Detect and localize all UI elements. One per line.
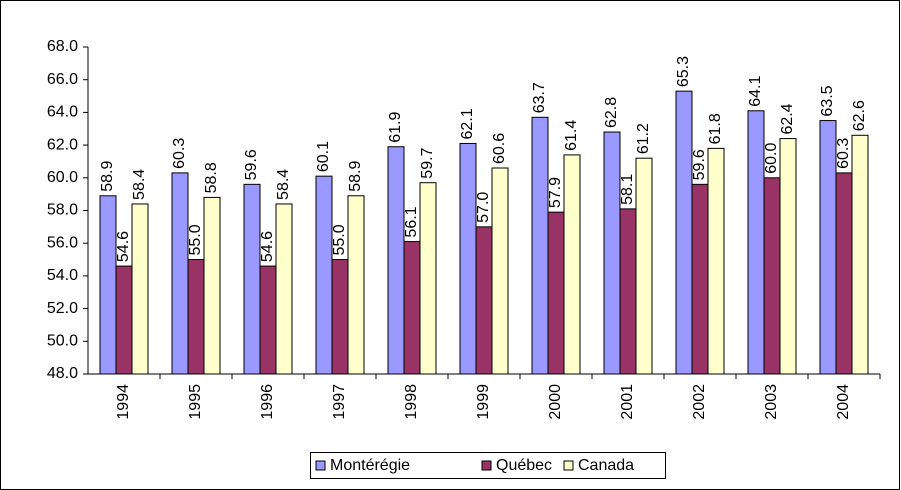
- data-label: 58.4: [275, 169, 292, 200]
- data-label: 61.9: [387, 111, 404, 142]
- bar: [243, 183, 261, 375]
- data-label: 58.9: [347, 161, 364, 192]
- bar: [203, 196, 221, 375]
- bar: [635, 157, 653, 375]
- data-label: 62.4: [779, 103, 796, 134]
- data-label: 58.1: [619, 174, 636, 205]
- legend-label: Montérégie: [330, 457, 410, 474]
- bar: [115, 265, 133, 375]
- data-label: 60.0: [763, 143, 780, 174]
- bar: [171, 172, 189, 375]
- bar: [491, 167, 509, 375]
- bar: [747, 110, 765, 375]
- data-label: 58.9: [99, 161, 116, 192]
- y-tick-label: 56.0: [47, 234, 78, 251]
- data-label: 55.0: [331, 224, 348, 255]
- bar: [707, 147, 725, 375]
- y-tick-label: 52.0: [47, 300, 78, 317]
- data-label: 60.6: [491, 133, 508, 164]
- legend-swatch: [481, 460, 492, 471]
- legend-swatch: [563, 460, 574, 471]
- bar: [547, 211, 565, 375]
- bar: [315, 175, 333, 375]
- bar: [275, 203, 293, 375]
- data-label: 54.6: [259, 231, 276, 262]
- data-label: 62.8: [603, 97, 620, 128]
- data-label: 64.1: [747, 76, 764, 107]
- y-tick-label: 68.0: [47, 38, 78, 55]
- bar: [187, 259, 205, 375]
- x-tick-label: 1997: [331, 384, 348, 420]
- y-tick-label: 50.0: [47, 333, 78, 350]
- bar: [779, 138, 797, 375]
- data-label: 57.9: [547, 177, 564, 208]
- data-label: 56.1: [403, 206, 420, 237]
- bar: [387, 146, 405, 375]
- x-tick-label: 2003: [763, 384, 780, 420]
- bar: [763, 177, 781, 375]
- bar: [531, 116, 549, 375]
- bar: [99, 195, 117, 375]
- data-label: 60.3: [171, 138, 188, 169]
- bar: [819, 120, 837, 375]
- data-label: 60.3: [835, 138, 852, 169]
- data-label: 59.7: [419, 147, 436, 178]
- data-label: 61.2: [635, 123, 652, 154]
- x-tick-label: 2001: [619, 384, 636, 420]
- bar: [419, 182, 437, 375]
- data-label: 62.6: [851, 100, 868, 131]
- data-label: 54.6: [115, 231, 132, 262]
- data-label: 59.6: [691, 149, 708, 180]
- data-label: 58.4: [131, 169, 148, 200]
- x-tick-label: 2002: [691, 384, 708, 420]
- data-label: 61.4: [563, 120, 580, 151]
- legend: Montérégie Québec Canada: [310, 452, 666, 479]
- data-label: 61.8: [707, 113, 724, 144]
- bar: [691, 183, 709, 375]
- legend-swatch: [315, 460, 326, 471]
- x-tick-label: 1998: [403, 384, 420, 420]
- x-tick-label: 1996: [259, 384, 276, 420]
- bar: [403, 241, 421, 375]
- data-label: 59.6: [243, 149, 260, 180]
- data-label: 60.1: [315, 141, 332, 172]
- data-label: 58.8: [203, 162, 220, 193]
- legend-label: Canada: [578, 457, 634, 474]
- bar: [259, 265, 277, 375]
- bar: [563, 154, 581, 375]
- y-tick-label: 62.0: [47, 136, 78, 153]
- legend-label: Québec: [496, 457, 552, 474]
- x-tick-label: 1994: [115, 384, 132, 420]
- data-label: 63.7: [531, 82, 548, 113]
- bar: [619, 208, 637, 375]
- y-tick-label: 54.0: [47, 267, 78, 284]
- x-tick-label: 1995: [187, 384, 204, 420]
- y-tick-label: 48.0: [47, 365, 78, 382]
- data-label: 55.0: [187, 224, 204, 255]
- x-tick-label: 2000: [547, 384, 564, 420]
- data-label: 65.3: [675, 56, 692, 87]
- y-tick-label: 58.0: [47, 202, 78, 219]
- x-tick-label: 1999: [475, 384, 492, 420]
- bar: [131, 203, 149, 375]
- bar: [603, 131, 621, 375]
- bar: [331, 259, 349, 375]
- y-tick-label: 66.0: [47, 71, 78, 88]
- data-label: 63.5: [819, 85, 836, 116]
- bar: [459, 142, 477, 375]
- bar: [851, 134, 869, 375]
- bar: [347, 195, 365, 375]
- bar: [675, 90, 693, 375]
- x-tick-label: 2004: [835, 384, 852, 420]
- y-tick-label: 64.0: [47, 104, 78, 121]
- y-tick-label: 60.0: [47, 169, 78, 186]
- data-label: 57.0: [475, 192, 492, 223]
- bar: [475, 226, 493, 375]
- bar: [835, 172, 853, 375]
- data-label: 62.1: [459, 108, 476, 139]
